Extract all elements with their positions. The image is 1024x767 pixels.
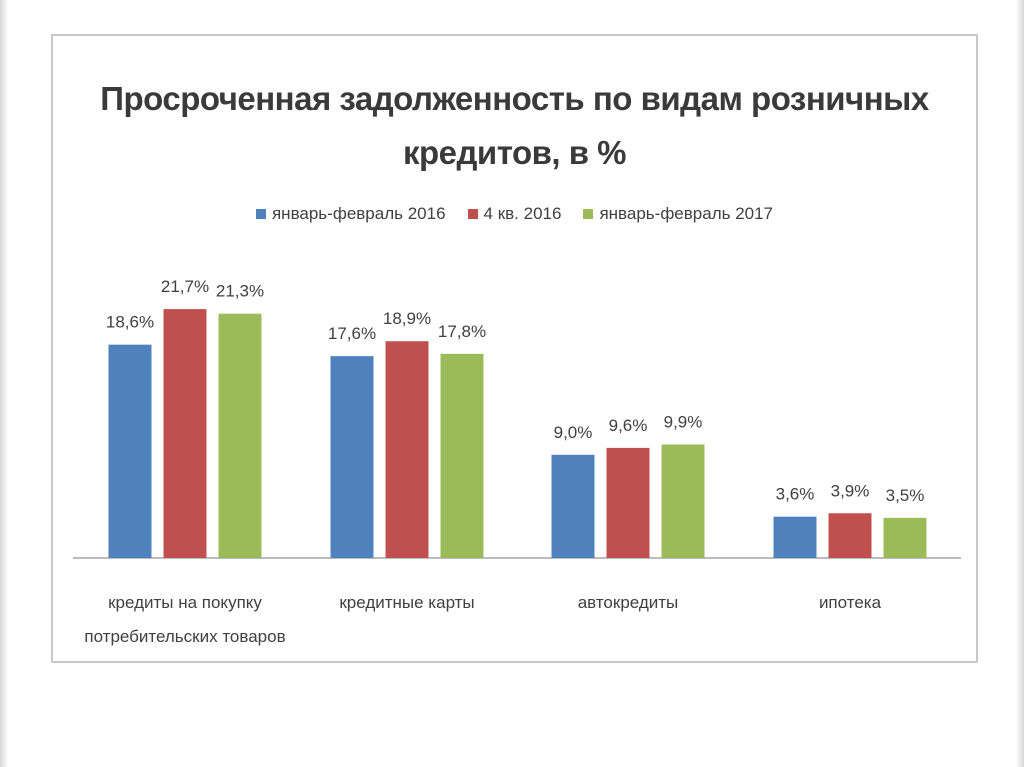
data-label-series-3-category-3: 9,9% — [664, 412, 703, 431]
data-label-series-2-category-1: 21,7% — [161, 277, 209, 296]
chart-title-line-1: Просроченная задолженность по видам розн… — [100, 80, 929, 117]
category-label-1-line-1: кредиты на покупку — [108, 593, 262, 612]
data-label-series-3-category-1: 21,3% — [216, 282, 264, 301]
bar-series-3-category-4 — [883, 517, 927, 558]
category-label-3-line-1: автокредиты — [578, 593, 679, 612]
category-label-4-line-1: ипотека — [819, 593, 882, 612]
legend-label-series-1: январь-февраль 2016 — [271, 204, 446, 223]
bar-series-3-category-3 — [661, 444, 705, 558]
legend-item-series-2: 4 кв. 2016 — [467, 204, 562, 224]
category-label-1-line-2: потребительских товаров — [84, 627, 285, 646]
data-label-series-1-category-4: 3,6% — [776, 485, 815, 504]
data-label-series-2-category-3: 9,6% — [609, 416, 648, 435]
bar-series-1-category-2 — [330, 356, 374, 558]
legend-label-series-3: январь-февраль 2017 — [599, 204, 774, 223]
bar-series-2-category-2 — [385, 341, 429, 558]
bar-series-2-category-3 — [606, 447, 650, 558]
chart-title: Просроченная задолженность по видам розн… — [53, 72, 976, 180]
bar-series-1-category-3 — [551, 454, 595, 558]
legend-label-series-2: 4 кв. 2016 — [483, 204, 562, 223]
bar-series-3-category-1 — [218, 313, 262, 558]
chart-frame: Просроченная задолженность по видам розн… — [51, 34, 978, 663]
legend-swatch-series-1 — [255, 209, 266, 219]
legend-item-series-3: январь-февраль 2017 — [583, 204, 773, 224]
data-label-series-1-category-2: 17,6% — [328, 324, 376, 343]
chart-title-line-2: кредитов, в % — [402, 134, 627, 171]
category-label-2-line-1: кредитные карты — [339, 593, 474, 612]
bar-series-2-category-4 — [828, 513, 872, 558]
bar-series-3-category-2 — [440, 353, 484, 558]
bar-plot: 18,6% 21,7% 21,3% кредиты на покупку потреби… — [73, 277, 961, 646]
data-label-series-3-category-2: 17,8% — [438, 322, 486, 341]
legend-item-series-1: январь-февраль 2016 — [255, 204, 446, 224]
data-label-series-1-category-1: 18,6% — [106, 313, 154, 332]
data-label-series-2-category-4: 3,9% — [831, 481, 870, 500]
data-label-series-1-category-3: 9,0% — [554, 423, 593, 442]
data-label-series-2-category-2: 18,9% — [383, 309, 431, 328]
chart-legend: январь-февраль 2016 4 кв. 2016 январь-фе… — [53, 204, 976, 224]
bar-series-1-category-1 — [108, 344, 152, 558]
bar-series-1-category-4 — [773, 516, 817, 558]
slide-edge-right — [1016, 0, 1024, 767]
legend-swatch-series-3 — [583, 209, 594, 219]
bar-series-2-category-1 — [163, 309, 207, 558]
data-label-series-3-category-4: 3,5% — [886, 486, 925, 505]
legend-swatch-series-2 — [467, 209, 478, 219]
slide-edge-left — [0, 0, 8, 767]
